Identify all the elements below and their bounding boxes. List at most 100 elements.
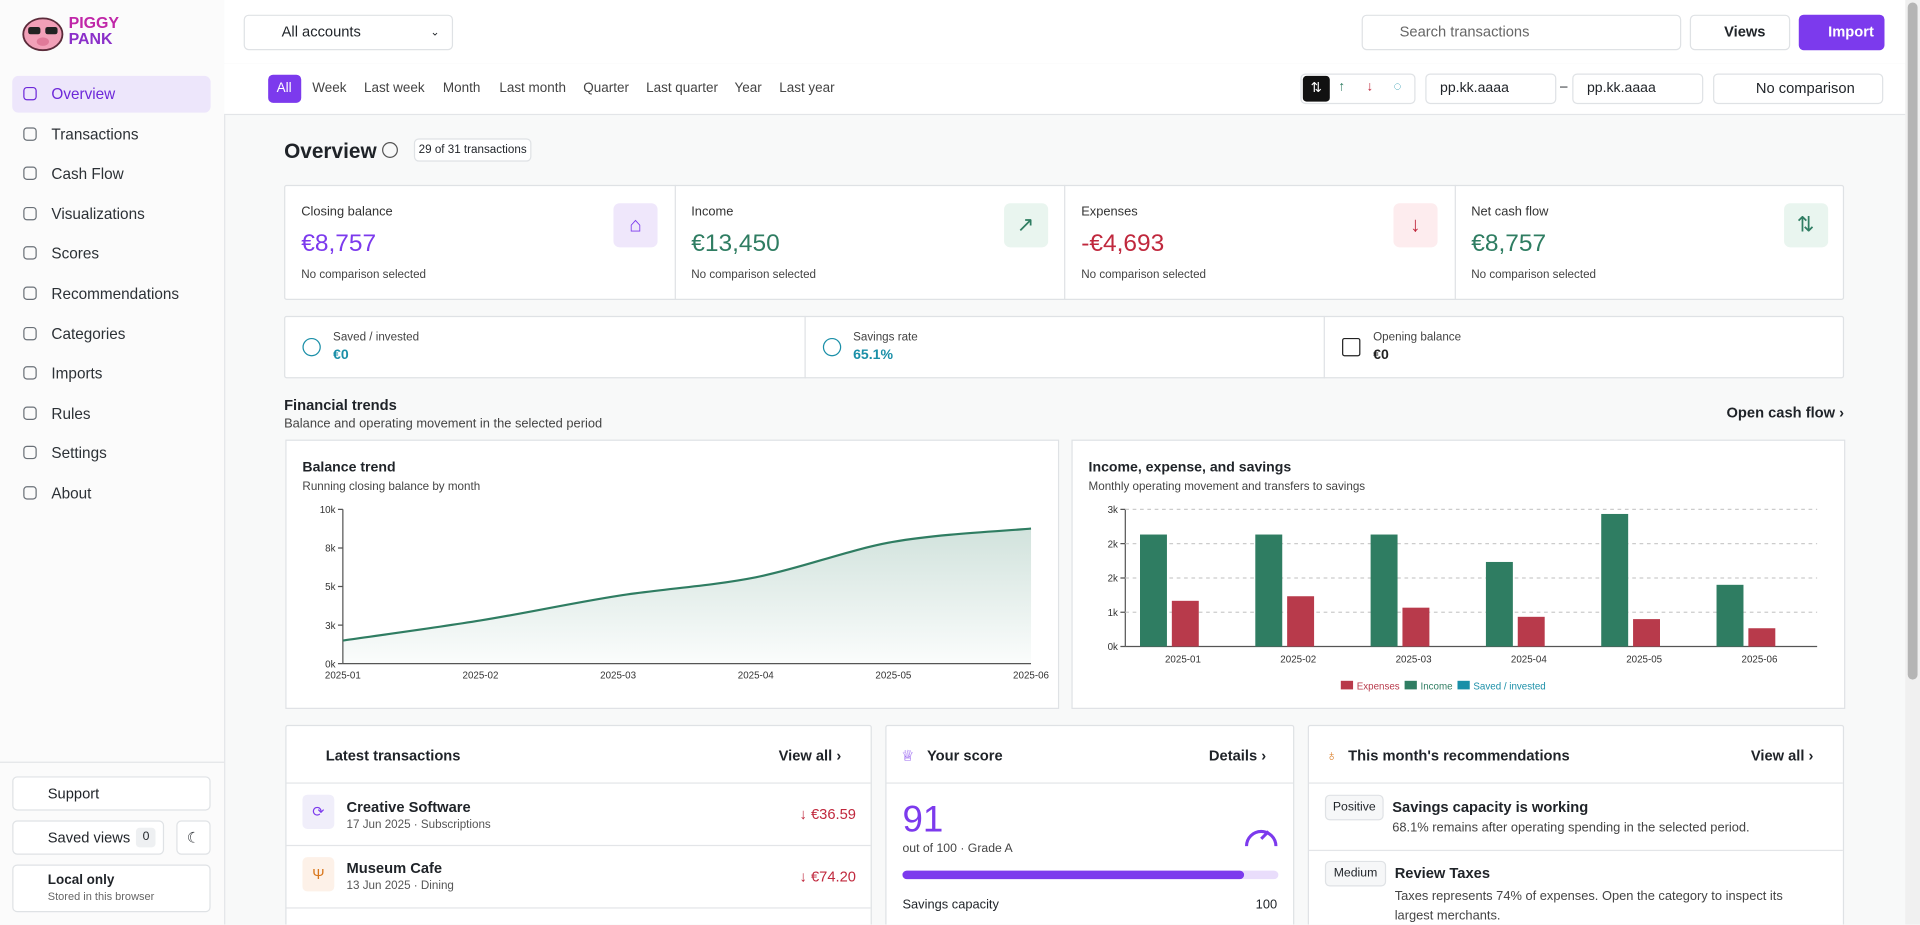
period-option[interactable]: Month — [442, 80, 481, 96]
nav-label: Visualizations — [51, 205, 145, 223]
bar — [1517, 616, 1545, 647]
x-tick-label: 2025-03 — [1396, 654, 1432, 665]
nav-item[interactable]: About — [12, 475, 210, 512]
date-separator: – — [1560, 79, 1568, 95]
period-option[interactable]: Week — [312, 80, 347, 96]
tx-amount: €74.20 — [810, 868, 856, 886]
nav-icon — [23, 446, 37, 460]
y-tick-label: 0k — [1108, 642, 1118, 653]
kpi-divider — [1064, 184, 1066, 301]
kpi-value: €8,757 — [301, 230, 377, 258]
nav-icon — [23, 166, 37, 181]
period-option[interactable]: Last year — [779, 80, 835, 96]
nav-item[interactable]: Transactions — [12, 116, 210, 153]
chart: Balance trend Running closing balance by … — [285, 439, 1060, 709]
x-tick-label: 2025-06 — [1013, 670, 1049, 681]
storage-info: Local only Stored in this browser — [12, 864, 211, 913]
brand: PIGGY PANK — [69, 15, 119, 47]
nav-label: Rules — [51, 405, 91, 423]
y-tick-label: 0k — [325, 659, 335, 670]
nav-item[interactable]: Visualizations — [12, 196, 210, 233]
label: Import — [1828, 23, 1874, 41]
nav-icon — [23, 246, 37, 261]
label: No comparison — [1755, 79, 1855, 97]
label: All accounts — [281, 23, 361, 41]
y-tick-label: 3k — [1108, 505, 1118, 516]
kpi-value: €13,450 — [691, 230, 780, 258]
nav-item[interactable]: Overview — [12, 75, 211, 113]
legend-swatch — [1404, 680, 1417, 690]
nav-item[interactable]: Imports — [12, 355, 210, 392]
score-bar — [902, 870, 1245, 880]
tx-meta: 17 Jun 2025 · Subscriptions — [346, 817, 491, 832]
tx-meta: 13 Jun 2025 · Dining — [346, 879, 454, 893]
rec-badge: Positive — [1324, 794, 1384, 821]
kpi-note: No comparison selected — [301, 268, 427, 282]
views-button[interactable]: Views — [1689, 14, 1791, 51]
label: Views — [1724, 23, 1766, 41]
view-all-link[interactable]: View all › — [1750, 746, 1814, 765]
link-label: Open cash flow — [1726, 404, 1836, 422]
comparison-select[interactable]: No comparison — [1713, 73, 1884, 105]
nav-item[interactable]: Rules — [12, 395, 210, 432]
scrollbar[interactable] — [1905, 0, 1920, 925]
placeholder: pp.kk.aaaa — [1586, 80, 1656, 96]
kpi-icon: ⇅ — [1783, 203, 1828, 248]
score-track — [902, 870, 1279, 880]
legend-swatch — [1340, 680, 1354, 690]
mini-icon — [822, 337, 841, 357]
kpi-note: No comparison selected — [1081, 268, 1207, 282]
view-all-link[interactable]: View all › — [778, 746, 842, 765]
nav-label: Recommendations — [51, 285, 180, 303]
nav-label: Cash Flow — [51, 165, 124, 183]
y-tick-label: 5k — [325, 582, 335, 593]
legend-swatch — [1457, 680, 1470, 690]
nav-item[interactable]: Recommendations — [12, 276, 210, 313]
brand-line: PANK — [68, 29, 113, 48]
x-tick-label: 2025-04 — [738, 670, 774, 681]
nav-label: Scores — [51, 245, 100, 263]
mini-divider — [1324, 315, 1326, 379]
date-from[interactable]: pp.kk.aaaa — [1425, 73, 1557, 105]
nav-item[interactable]: Settings — [12, 435, 210, 472]
mini-icon — [1342, 337, 1361, 357]
rec-text: Taxes represents 74% of expenses. Open t… — [1394, 888, 1783, 924]
open-cash-flow[interactable]: Open cash flow › — [1726, 404, 1845, 422]
nav-item[interactable]: Categories — [12, 315, 210, 352]
direction-toggle[interactable]: ⇅ ↑ ↓ ◌ — [1300, 73, 1416, 105]
support-button[interactable]: Support — [12, 776, 211, 811]
theme-toggle[interactable]: ☾ — [176, 820, 211, 855]
search-input[interactable]: Search transactions — [1361, 14, 1682, 51]
account-select[interactable]: All accounts ⌄ — [243, 14, 454, 51]
nav-label: Imports — [51, 365, 103, 383]
period-option[interactable]: Last week — [363, 80, 425, 96]
kpi-divider — [1454, 184, 1456, 301]
bar — [1601, 513, 1629, 647]
brand-line: PIGGY — [68, 13, 120, 32]
nav-item[interactable]: Cash Flow — [12, 156, 210, 193]
bar — [1485, 561, 1513, 647]
period-option[interactable]: Year — [734, 80, 762, 96]
label: Support — [47, 784, 100, 803]
period-option[interactable]: Last month — [499, 80, 566, 96]
import-button[interactable]: Import — [1798, 14, 1885, 51]
period-option[interactable]: Quarter — [583, 80, 629, 96]
kpi-label: Expenses — [1081, 204, 1138, 220]
tx-icon: ⟳ — [302, 794, 335, 829]
date-to[interactable]: pp.kk.aaaa — [1572, 73, 1704, 105]
recs-card: ♁ This month's recommendations View all … — [1307, 724, 1845, 925]
period-option[interactable]: All — [276, 80, 292, 96]
mini-label: Saved / invested — [333, 330, 420, 345]
y-tick-label: 3k — [325, 621, 335, 632]
nav-icon — [23, 86, 37, 101]
details-link[interactable]: Details › — [1208, 746, 1267, 765]
saved-views-button[interactable]: Saved views 0 — [12, 820, 165, 855]
latest-card: Latest transactions View all › ⟳ Creativ… — [285, 724, 872, 925]
card-title: This month's recommendations — [1348, 746, 1570, 765]
period-option[interactable]: Last quarter — [646, 80, 718, 96]
bar — [1287, 596, 1315, 647]
chart-title: Income, expense, and savings — [1089, 458, 1292, 474]
mini-row — [284, 315, 1845, 379]
nav-item[interactable]: Scores — [12, 236, 210, 273]
